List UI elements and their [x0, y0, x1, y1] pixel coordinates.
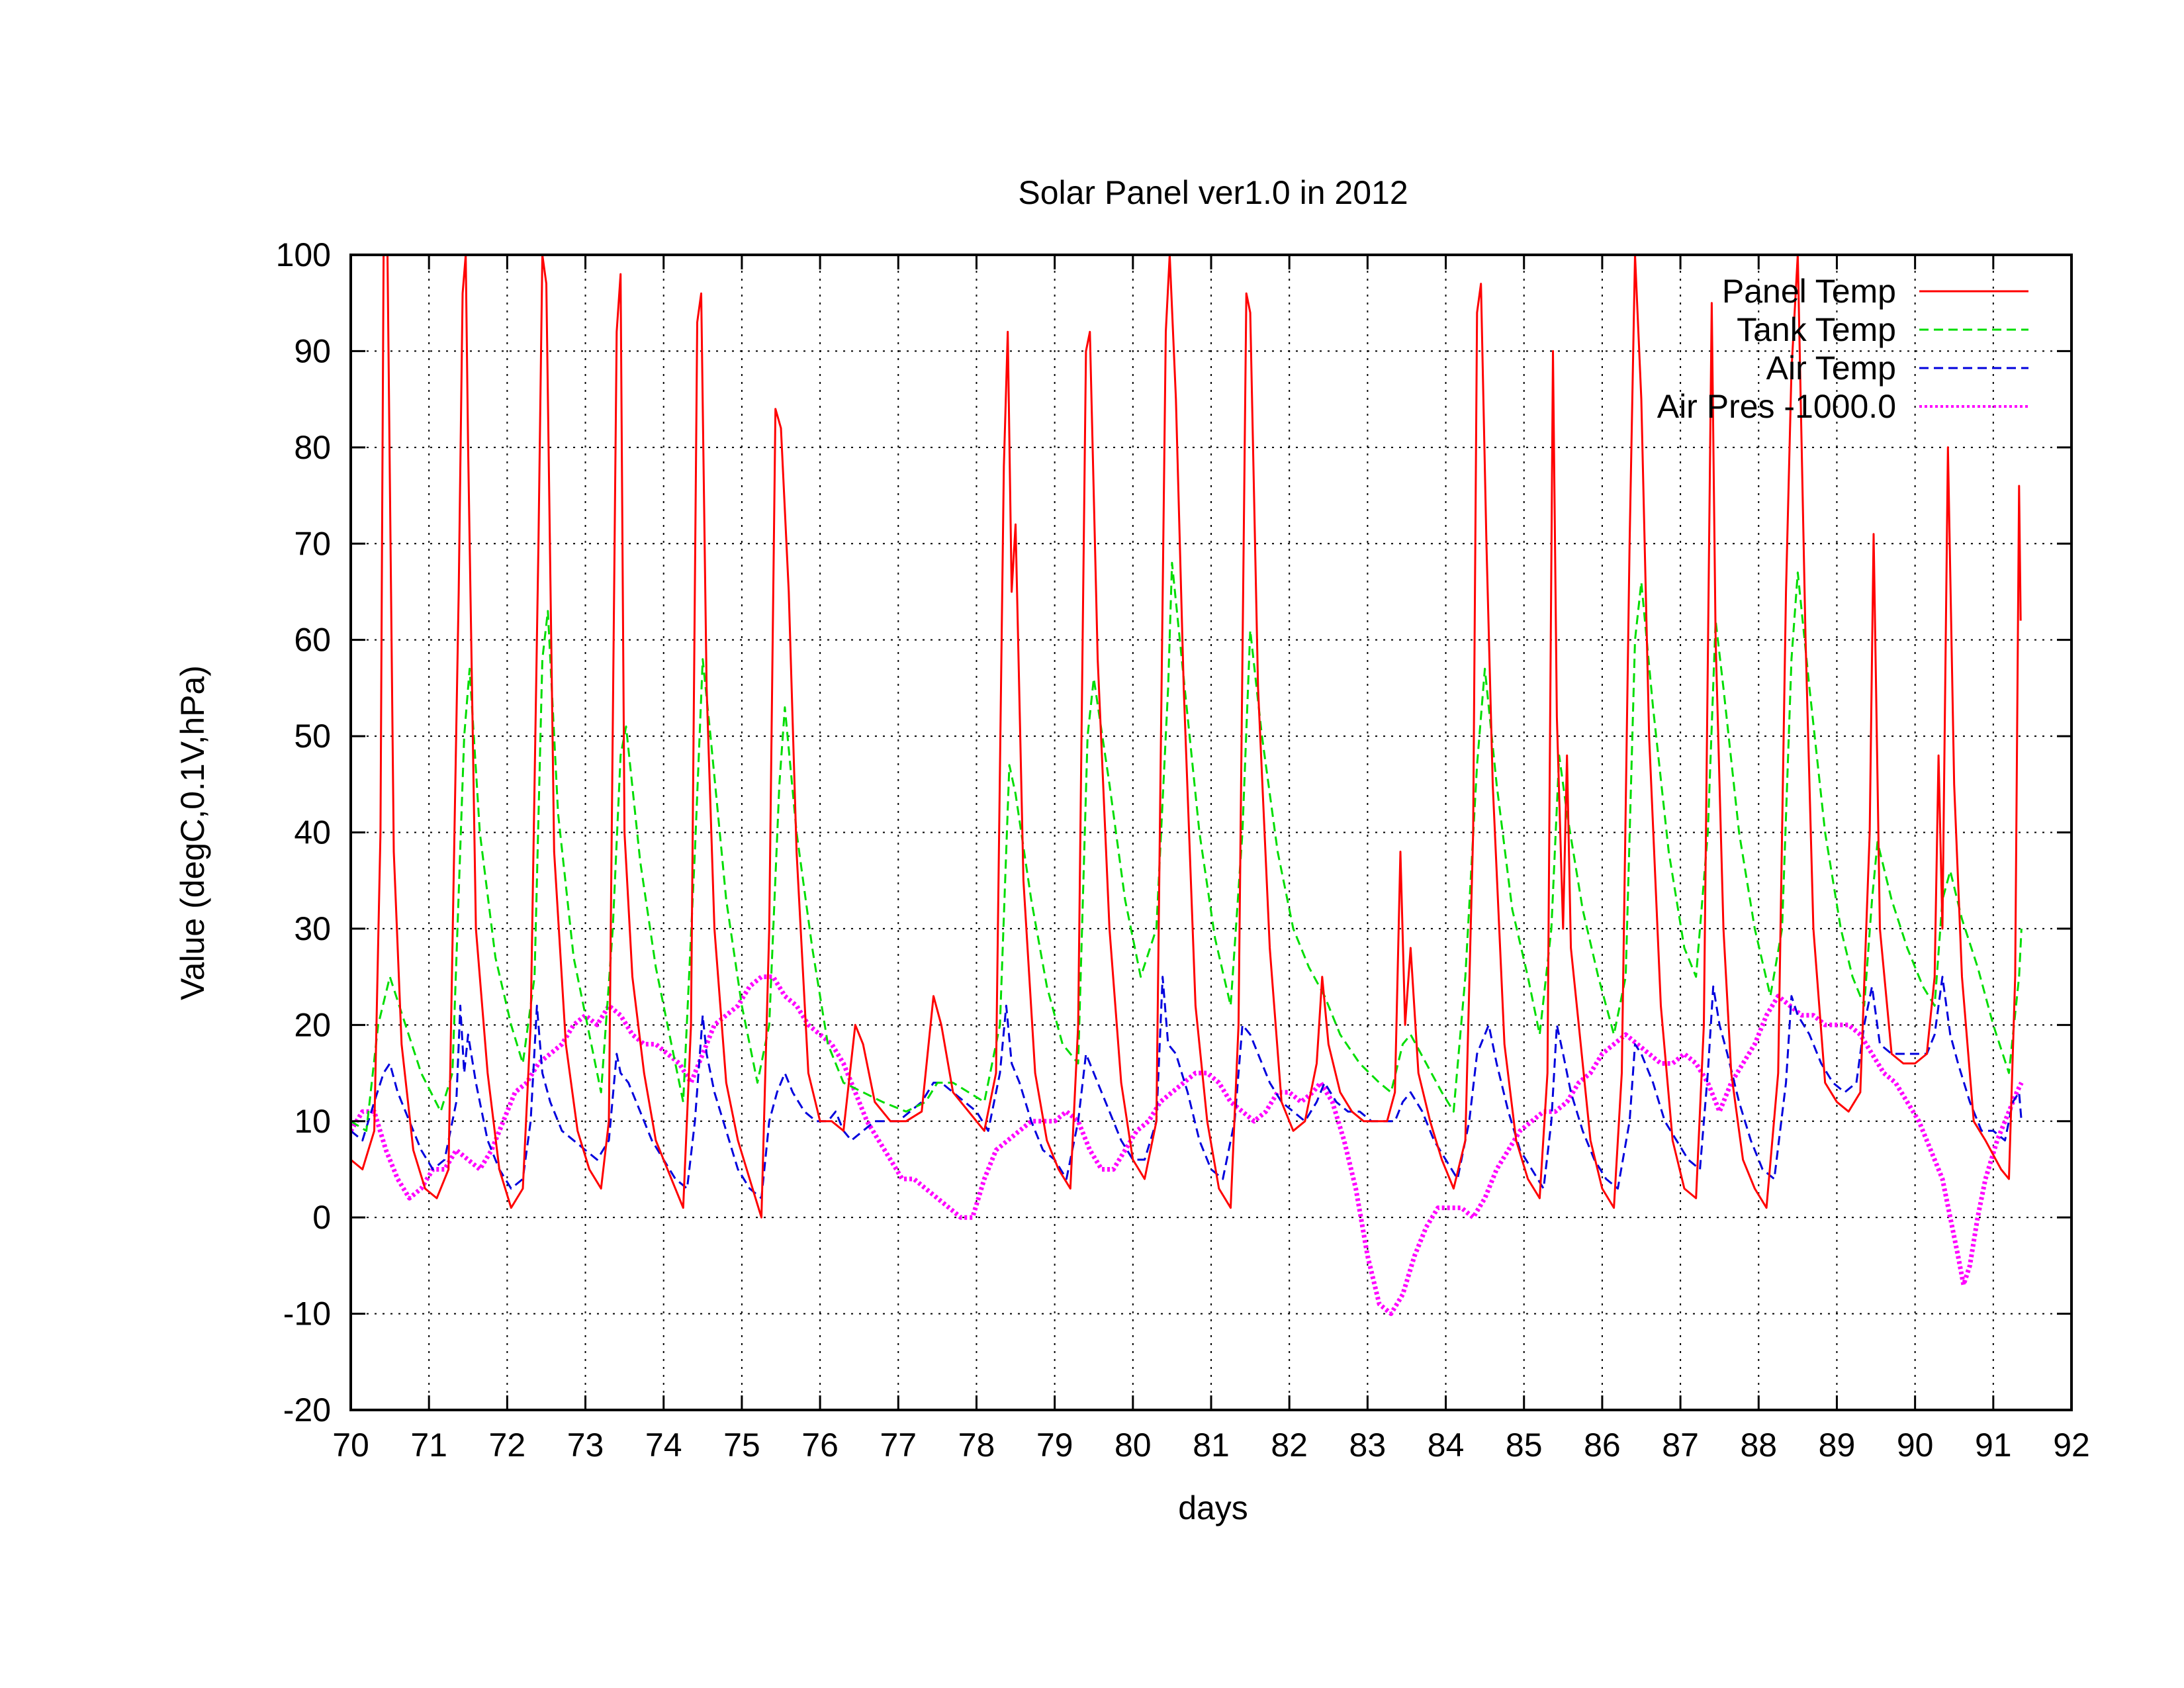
x-tick-label: 78 — [958, 1427, 995, 1464]
x-tick-label: 73 — [567, 1427, 604, 1464]
x-tick-label: 72 — [489, 1427, 526, 1464]
y-tick-label: 0 — [312, 1199, 331, 1236]
legend-label: Panel Temp — [1722, 273, 1896, 310]
series-line-tank-temp — [351, 561, 2023, 1132]
y-tick-label: -10 — [283, 1295, 331, 1333]
x-tick-label: 90 — [1897, 1427, 1934, 1464]
y-tick-label: 80 — [294, 429, 331, 466]
series-line-panel-temp — [351, 255, 2022, 1219]
y-tick-label: 50 — [294, 718, 331, 755]
x-tick-label: 85 — [1506, 1427, 1543, 1464]
y-tick-label: -20 — [283, 1391, 331, 1429]
y-tick-label: 20 — [294, 1006, 331, 1043]
series-line-air-temp — [351, 976, 2023, 1199]
y-tick-label: 90 — [294, 332, 331, 369]
y-tick-label: 40 — [294, 814, 331, 851]
x-tick-label: 82 — [1271, 1427, 1308, 1464]
y-tick-label: 30 — [294, 910, 331, 947]
y-tick-label: 70 — [294, 525, 331, 562]
x-tick-label: 88 — [1740, 1427, 1777, 1464]
legend-label: Air Temp — [1766, 350, 1896, 387]
x-tick-label: 70 — [332, 1427, 369, 1464]
x-tick-label: 77 — [880, 1427, 917, 1464]
x-tick-label: 92 — [2053, 1427, 2090, 1464]
x-tick-label: 71 — [410, 1427, 447, 1464]
x-axis-label: days — [1178, 1489, 1248, 1526]
x-tick-label: 79 — [1036, 1427, 1073, 1464]
y-axis-label: Value (degC,0.1V,hPa) — [174, 665, 211, 1000]
x-tick-label: 75 — [723, 1427, 760, 1464]
x-tick-label: 87 — [1662, 1427, 1699, 1464]
y-tick-label: 60 — [294, 622, 331, 659]
x-tick-label: 91 — [1975, 1427, 2012, 1464]
x-tick-label: 89 — [1819, 1427, 1856, 1464]
x-tick-label: 74 — [645, 1427, 682, 1464]
plot-series — [351, 255, 2024, 1317]
x-tick-label: 81 — [1193, 1427, 1230, 1464]
y-tick-label: 10 — [294, 1103, 331, 1140]
x-tick-label: 76 — [801, 1427, 839, 1464]
x-tick-label: 86 — [1584, 1427, 1621, 1464]
x-tick-label: 83 — [1349, 1427, 1387, 1464]
axis-ticks: 70 71 72 73 74 75 76 77 78 79 80 81 82 83 84 85 86 87 88 89… — [276, 236, 2090, 1464]
chart-title: Solar Panel ver1.0 in 2012 — [1018, 174, 1408, 211]
x-tick-label: 80 — [1115, 1427, 1152, 1464]
legend-label: Tank Temp — [1737, 311, 1896, 348]
legend-label: Air Pres -1000.0 — [1657, 388, 1896, 425]
y-tick-label: 100 — [276, 236, 331, 273]
x-tick-label: 84 — [1428, 1427, 1465, 1464]
